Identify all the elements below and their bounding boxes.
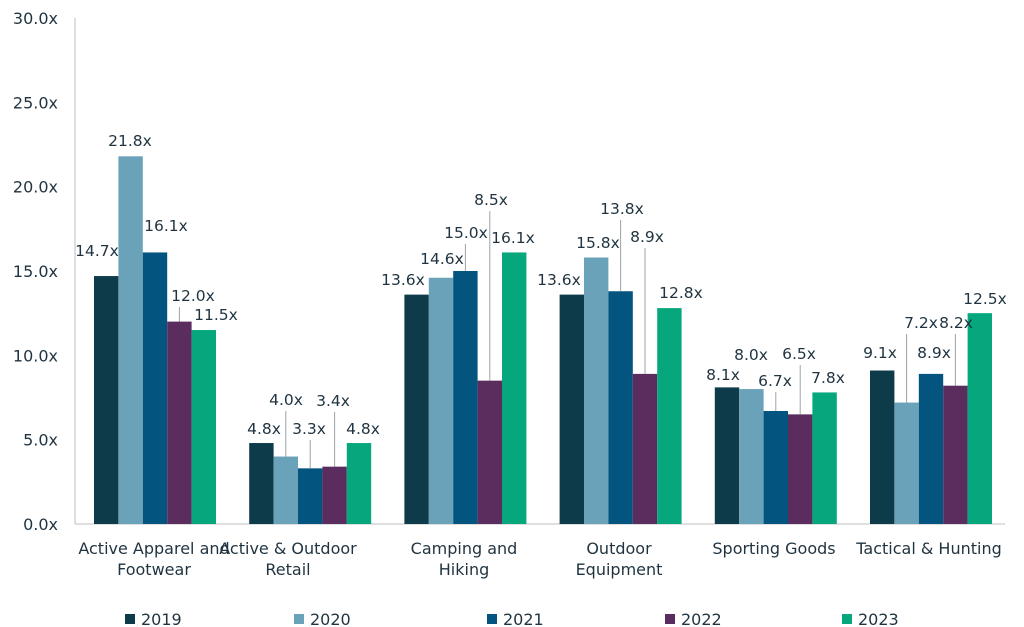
data-label: 4.8x — [247, 420, 281, 438]
bar — [870, 370, 895, 524]
legend-label: 2021 — [503, 610, 544, 627]
y-tick-label: 10.0x — [13, 346, 58, 365]
data-label: 8.5x — [474, 191, 508, 209]
bar — [477, 380, 502, 524]
bar — [559, 294, 584, 524]
bar — [249, 443, 274, 524]
data-label: 12.5x — [963, 290, 1007, 308]
data-label: 12.0x — [171, 287, 215, 305]
category-label: Footwear — [117, 560, 191, 579]
category-labels: Active Apparel and Footwear Active & Outdo… — [78, 539, 1001, 579]
legend-swatch — [842, 614, 852, 624]
bar — [428, 277, 454, 524]
bar — [812, 392, 837, 524]
bar — [632, 373, 658, 524]
y-tick-label: 30.0x — [13, 9, 58, 28]
data-label: 8.9x — [917, 344, 951, 362]
data-label: 15.0x — [444, 224, 488, 242]
bar — [943, 385, 968, 524]
category-label: Hiking — [439, 560, 489, 579]
bar — [273, 456, 298, 524]
category-label: Equipment — [576, 560, 663, 579]
data-label: 3.3x — [292, 420, 326, 438]
data-label: 4.8x — [346, 420, 380, 438]
bar — [584, 257, 609, 524]
data-label: 11.5x — [194, 306, 238, 324]
bars — [94, 156, 992, 525]
bar — [739, 389, 764, 524]
data-label: 16.1x — [491, 229, 535, 247]
legend-swatch — [125, 614, 135, 624]
category-label: Active & Outdoor — [219, 539, 357, 558]
legend-label: 2022 — [681, 610, 722, 627]
category-label: Camping and — [411, 539, 518, 558]
bar — [967, 313, 992, 524]
data-label: 7.2x — [904, 314, 938, 332]
data-label: 6.7x — [758, 372, 792, 390]
legend-label: 2023 — [858, 610, 899, 627]
bar — [346, 443, 372, 524]
bar — [502, 252, 527, 525]
legend-swatch — [294, 614, 304, 624]
data-label: 8.9x — [630, 228, 664, 246]
bar — [763, 410, 788, 524]
y-tick-label: 25.0x — [13, 93, 58, 112]
data-label: 8.0x — [734, 346, 768, 364]
bar — [894, 402, 919, 524]
category-label: Active Apparel and — [78, 539, 229, 558]
legend-swatch — [487, 614, 497, 624]
data-label: 4.0x — [269, 391, 303, 409]
bar — [142, 252, 168, 525]
data-label: 13.6x — [537, 271, 581, 289]
bar — [404, 294, 429, 524]
bar — [453, 271, 478, 524]
y-tick-label: 15.0x — [13, 262, 58, 281]
axes: 0.0x 5.0x 10.0x 15.0x 20.0x 25.0x 30.0x — [13, 9, 1005, 534]
legend-swatch — [665, 614, 675, 624]
y-tick-label: 5.0x — [23, 431, 58, 450]
bar — [118, 156, 143, 524]
bar — [167, 321, 192, 524]
category-label: Sporting Goods — [712, 539, 835, 558]
bar — [191, 330, 216, 524]
data-label: 12.8x — [659, 284, 703, 302]
data-label: 13.6x — [381, 271, 425, 289]
data-label: 6.5x — [782, 345, 816, 363]
legend-label: 2019 — [141, 610, 182, 627]
data-label: 7.8x — [811, 369, 845, 387]
category-label: Outdoor — [586, 539, 652, 558]
data-label: 21.8x — [108, 132, 152, 150]
bar — [298, 468, 323, 524]
data-label: 14.7x — [75, 242, 119, 260]
legend-label: 2020 — [310, 610, 351, 627]
legend: 2019 2020 2021 2022 2023 — [125, 610, 899, 627]
bar — [788, 414, 813, 524]
category-label: Retail — [265, 560, 310, 579]
bar — [608, 291, 633, 524]
bar — [322, 466, 347, 524]
bar — [714, 387, 740, 524]
data-label: 13.8x — [600, 200, 644, 218]
data-label: 14.6x — [420, 250, 464, 268]
data-label: 15.8x — [576, 234, 620, 252]
data-label: 3.4x — [316, 392, 350, 410]
data-label: 8.1x — [706, 366, 740, 384]
category-label: Tactical & Hunting — [855, 539, 1001, 558]
data-label: 16.1x — [144, 217, 188, 235]
y-tick-label: 20.0x — [13, 178, 58, 197]
bar — [657, 308, 682, 524]
data-label: 9.1x — [863, 344, 897, 362]
y-tick-label: 0.0x — [23, 515, 58, 534]
bar — [918, 373, 944, 524]
data-label: 8.2x — [939, 314, 973, 332]
data-labels: 14.7x 4.8x 13.6x 13.6x 8.1x 9.1x 21.8x 4.0x 14.6… — [75, 132, 1007, 469]
bar — [94, 276, 119, 524]
